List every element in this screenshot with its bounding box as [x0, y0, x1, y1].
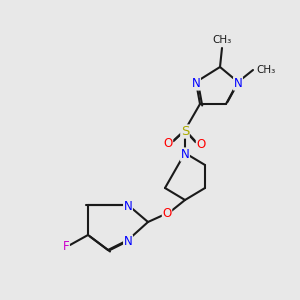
Text: O: O — [196, 138, 206, 151]
Text: N: N — [234, 77, 242, 90]
Text: F: F — [63, 240, 69, 253]
Text: O: O — [162, 207, 172, 220]
Text: O: O — [164, 137, 172, 150]
Text: N: N — [124, 200, 132, 213]
Text: S: S — [181, 125, 189, 138]
Text: N: N — [181, 148, 189, 161]
Text: N: N — [192, 77, 200, 90]
Text: N: N — [124, 235, 132, 248]
Text: CH₃: CH₃ — [256, 65, 275, 75]
Text: CH₃: CH₃ — [212, 35, 232, 45]
